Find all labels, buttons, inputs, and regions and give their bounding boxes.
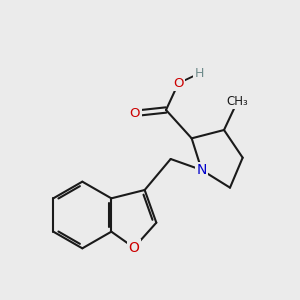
Text: CH₃: CH₃ [226,95,248,108]
Text: N: N [196,163,207,177]
Text: H: H [195,67,204,80]
Text: O: O [173,77,184,90]
Text: O: O [129,241,140,255]
Text: O: O [130,107,140,120]
